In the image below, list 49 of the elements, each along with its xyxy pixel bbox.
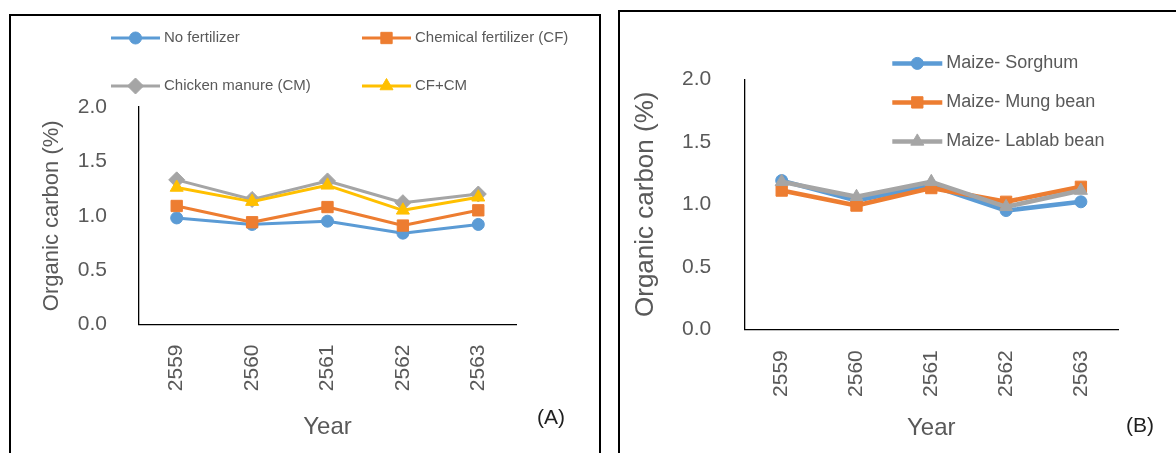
point bbox=[170, 211, 184, 225]
y-axis-title: Organic carbon (%) bbox=[38, 120, 64, 312]
legend-label: Maize- Lablab bean bbox=[946, 130, 1105, 151]
x-tick-label: 2562 bbox=[992, 350, 1016, 397]
point bbox=[849, 188, 864, 202]
y-tick-label: 0.5 bbox=[77, 256, 107, 280]
point bbox=[471, 217, 485, 231]
x-tick-label: 2560 bbox=[238, 344, 262, 392]
y-tick-label: 2.0 bbox=[77, 93, 107, 117]
point bbox=[775, 184, 788, 197]
legend-label: Maize- Mung bean bbox=[946, 91, 1096, 112]
legend-label: Chemical fertilizer (CF) bbox=[415, 28, 569, 46]
point bbox=[396, 219, 410, 232]
point bbox=[321, 200, 334, 214]
legend-label: Chicken manure (CM) bbox=[164, 76, 311, 94]
x-tick-label: 2561 bbox=[918, 350, 942, 397]
y-tick-label: 2.0 bbox=[682, 66, 712, 90]
x-axis-title: Year bbox=[303, 411, 352, 439]
legend-label: CF+CM bbox=[415, 76, 468, 94]
point bbox=[169, 179, 184, 192]
point bbox=[321, 214, 334, 228]
point bbox=[320, 177, 335, 190]
y-axis-title: Organic carbon (%) bbox=[628, 91, 659, 318]
x-tick-label: 2563 bbox=[1067, 350, 1091, 397]
legend-label: Maize- Sorghum bbox=[946, 52, 1079, 73]
y-tick-label: 1.0 bbox=[77, 202, 107, 226]
y-tick-label: 1.5 bbox=[682, 128, 712, 152]
y-tick-label: 0.5 bbox=[682, 253, 712, 277]
point bbox=[999, 198, 1014, 212]
x-axis-title: Year bbox=[907, 412, 956, 440]
x-tick-label: 2559 bbox=[768, 350, 792, 397]
y-tick-label: 1.0 bbox=[682, 191, 712, 215]
text: (A) bbox=[537, 404, 565, 428]
point bbox=[471, 189, 486, 202]
point bbox=[1074, 195, 1088, 209]
point bbox=[472, 204, 485, 217]
y-tick-label: 0.0 bbox=[682, 316, 712, 339]
y-tick-label: 1.5 bbox=[77, 148, 107, 172]
point bbox=[395, 202, 410, 215]
x-tick-label: 2561 bbox=[314, 344, 338, 392]
point bbox=[170, 199, 183, 213]
point bbox=[924, 173, 939, 187]
x-tick-label: 2559 bbox=[163, 344, 187, 392]
text: (B) bbox=[1126, 412, 1154, 436]
x-tick-label: 2560 bbox=[843, 350, 867, 397]
y-tick-label: 0.0 bbox=[77, 311, 107, 335]
x-tick-label: 2563 bbox=[465, 344, 489, 392]
legend-label: No fertilizer bbox=[164, 28, 240, 46]
x-tick-label: 2562 bbox=[389, 344, 413, 392]
